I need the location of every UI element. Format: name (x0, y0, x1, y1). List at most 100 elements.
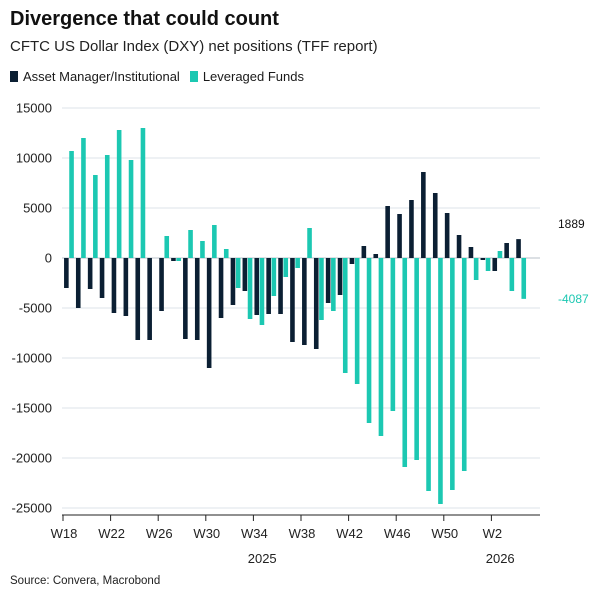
y-tick-label: -15000 (12, 401, 52, 416)
bar-leveraged-funds (140, 128, 146, 258)
bar-asset-manager (87, 258, 93, 289)
bar-asset-manager (147, 258, 152, 340)
bar-asset-manager (337, 258, 343, 295)
bar-leveraged-funds (331, 258, 336, 311)
bar-leveraged-funds (378, 258, 384, 436)
x-tick-label: W2 (483, 526, 503, 541)
bar-asset-manager (159, 258, 164, 311)
y-tick-label: -5000 (19, 301, 52, 316)
year-label: 2025 (248, 551, 277, 566)
bar-leveraged-funds (212, 225, 217, 258)
y-tick-label: 15000 (16, 101, 52, 116)
bar-asset-manager (302, 258, 307, 345)
bar-leveraged-funds (128, 160, 134, 258)
end-label-asset-manager: 1889 (558, 217, 585, 231)
axis-layer: 15000 10000 5000 0 -5000 -10000 -15000 -20000 -2… (12, 101, 540, 566)
bar-leveraged-funds (271, 258, 277, 296)
bar-asset-manager (111, 258, 117, 313)
x-tick-label: W26 (146, 526, 173, 541)
year-label: 2026 (486, 551, 515, 566)
y-tick-label: -10000 (12, 351, 52, 366)
x-tick-label: W38 (289, 526, 316, 541)
bar-asset-manager (64, 258, 69, 288)
bar-leveraged-funds (450, 258, 455, 490)
bar-leveraged-funds (223, 249, 229, 258)
y-tick-label: 0 (45, 251, 52, 266)
legend: Asset Manager/Institutional Leveraged Fu… (10, 69, 310, 84)
legend-label-leveraged-funds: Leveraged Funds (202, 69, 304, 84)
x-tick-label: W42 (336, 526, 363, 541)
bar-asset-manager (361, 246, 367, 258)
bar-asset-manager (468, 247, 474, 258)
bar-asset-manager (432, 193, 438, 258)
bar-leveraged-funds (426, 258, 431, 491)
bar-leveraged-funds (497, 251, 503, 258)
bar-leveraged-funds (307, 228, 312, 258)
source-note: Source: Convera, Macrobond (10, 575, 161, 587)
bar-asset-manager (480, 258, 486, 260)
bar-asset-manager (385, 206, 390, 258)
bar-asset-manager (325, 258, 331, 303)
bar-leveraged-funds (342, 258, 348, 373)
bar-asset-manager (290, 258, 295, 342)
bar-asset-manager (349, 258, 355, 264)
chart-subtitle: CFTC US Dollar Index (DXY) net positions… (10, 38, 378, 55)
bar-leveraged-funds (473, 258, 479, 280)
bar-leveraged-funds (366, 258, 372, 423)
bar-leveraged-funds (402, 258, 408, 467)
y-tick-label: 10000 (16, 151, 52, 166)
bar-asset-manager (123, 258, 129, 316)
bar-leveraged-funds (390, 258, 396, 411)
bar-asset-manager (183, 258, 188, 339)
bar-leveraged-funds (116, 130, 122, 258)
bar-asset-manager (456, 235, 462, 258)
label-layer: 1889 -4087 (558, 217, 589, 306)
bars-layer (64, 128, 527, 504)
bar-leveraged-funds (414, 258, 419, 460)
bar-asset-manager (99, 258, 105, 298)
bar-leveraged-funds (104, 155, 110, 258)
bar-asset-manager (373, 254, 379, 258)
x-tick-label: W30 (193, 526, 220, 541)
bar-leveraged-funds (295, 258, 300, 268)
bar-leveraged-funds (319, 258, 324, 320)
bar-asset-manager (397, 214, 402, 258)
x-tick-label: W50 (431, 526, 458, 541)
bar-asset-manager (444, 213, 450, 258)
bar-asset-manager (409, 200, 414, 258)
bar-asset-manager (206, 258, 212, 368)
bar-leveraged-funds (461, 258, 467, 471)
bar-leveraged-funds (354, 258, 360, 384)
x-tick-label: W34 (241, 526, 268, 541)
legend-swatch-asset-manager (10, 71, 18, 82)
x-tick-label: W18 (51, 526, 78, 541)
bar-asset-manager (194, 258, 200, 340)
bar-leveraged-funds (235, 258, 241, 288)
bar-leveraged-funds (188, 230, 193, 258)
x-tick-label: W46 (384, 526, 411, 541)
bar-asset-manager (135, 258, 141, 340)
bar-asset-manager (230, 258, 236, 305)
bar-leveraged-funds (509, 258, 515, 291)
bar-asset-manager (421, 172, 426, 258)
end-label-leveraged-funds: -4087 (558, 292, 589, 306)
bar-asset-manager (218, 258, 224, 318)
bar-asset-manager (242, 258, 248, 291)
bar-asset-manager (492, 258, 498, 271)
bar-leveraged-funds (259, 258, 265, 325)
bar-asset-manager (516, 239, 521, 258)
bar-asset-manager (75, 258, 81, 308)
bar-leveraged-funds (485, 258, 491, 271)
bar-asset-manager (504, 243, 509, 258)
bar-leveraged-funds (283, 258, 289, 277)
bar-leveraged-funds (69, 151, 74, 258)
y-tick-label: -20000 (12, 451, 52, 466)
bar-asset-manager (313, 258, 319, 349)
bar-leveraged-funds (164, 236, 170, 258)
bar-asset-manager (278, 258, 283, 314)
bar-leveraged-funds (93, 175, 98, 258)
bar-leveraged-funds (200, 241, 205, 258)
grid-layer (62, 107, 540, 509)
bar-asset-manager (266, 258, 271, 314)
